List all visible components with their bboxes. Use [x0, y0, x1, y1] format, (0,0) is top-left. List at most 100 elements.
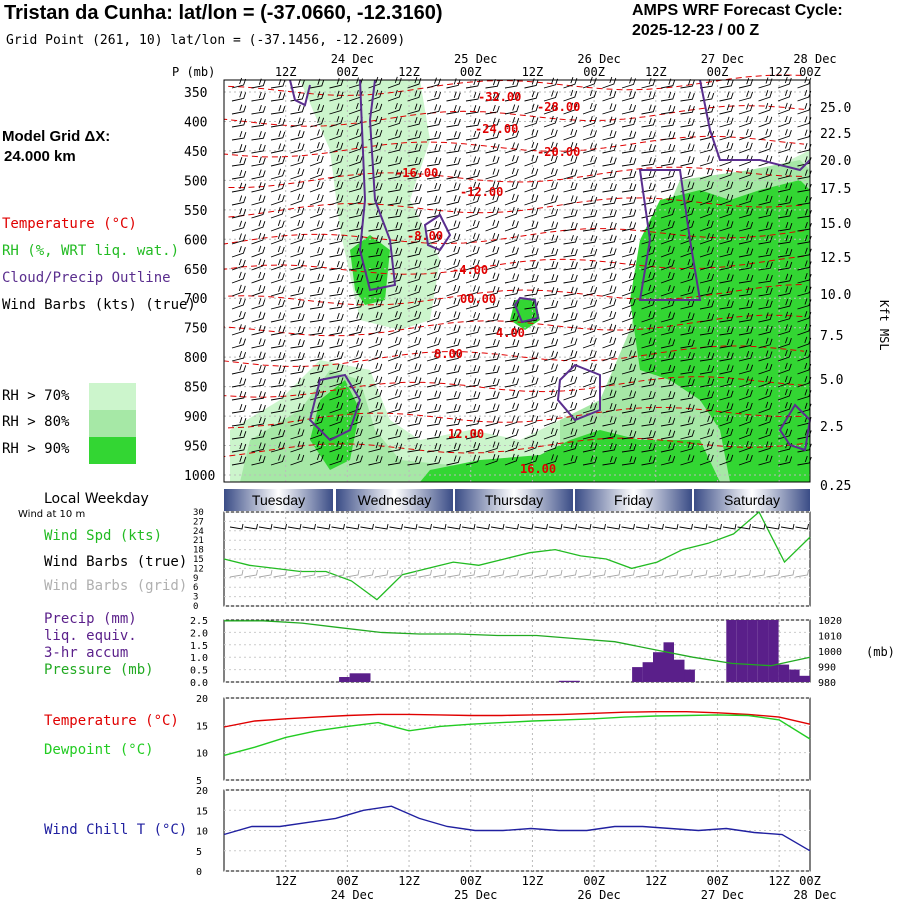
wind-barb: [563, 312, 578, 323]
wind-barb: [543, 312, 559, 323]
cloud-outline-6: [513, 296, 540, 324]
temperature-label: 00.00: [460, 292, 496, 306]
wind-barb: [368, 402, 383, 414]
wind-barb: [329, 325, 344, 336]
wind-barb: [407, 221, 422, 232]
wind-barb: [348, 168, 363, 180]
wind-barb: [348, 274, 364, 284]
wind-barb: [641, 220, 656, 232]
wind-barb: [309, 299, 325, 310]
wind-barb: [426, 310, 441, 323]
wind-barb: [738, 273, 754, 284]
wind-barb: [251, 131, 266, 141]
wind-barb: [387, 234, 403, 245]
wind-barb: [621, 284, 636, 297]
weekday-label: Local Weekday: [44, 491, 149, 507]
wind-barb: [777, 337, 792, 349]
wind-barb: [504, 233, 519, 245]
wind-barb: [543, 234, 559, 245]
temperature-label: -16.00: [395, 166, 438, 180]
wind-barb: [758, 247, 773, 258]
wind-barb-grid: [722, 569, 737, 578]
wind-barb-true: [476, 523, 490, 530]
wind-barb: [251, 207, 266, 219]
wind-barb: [251, 194, 266, 206]
height-tick: 17.5: [820, 182, 851, 197]
wind-barb: [602, 389, 617, 401]
wind-barb: [329, 180, 344, 193]
wind-barb: [485, 104, 500, 115]
wind-barb: [426, 157, 442, 167]
wind-barb: [387, 273, 403, 284]
wind-barb: [387, 116, 402, 128]
temperature-label: 8.00: [434, 347, 463, 361]
wind-barb: [758, 141, 773, 154]
wind-barb: [543, 325, 559, 336]
wind-barb-true: [592, 523, 606, 530]
pressure-tick: 1020: [818, 616, 842, 627]
bottom-hour-label: 00Z: [337, 874, 359, 888]
wind-barb: [797, 182, 812, 193]
wind-barb: [290, 364, 305, 375]
wind-barb: [543, 168, 558, 180]
rh-region-7: [310, 380, 360, 470]
wind-barb: [407, 103, 422, 115]
wind-barb: [407, 116, 422, 128]
wind-barb: [231, 220, 247, 232]
wind-barb: [699, 415, 715, 427]
wind-barb: [231, 284, 246, 297]
wind-barb: [758, 221, 773, 232]
wind-barb: [446, 104, 461, 115]
wind-barb: [290, 168, 305, 180]
wind-barb: [270, 168, 286, 180]
wind-barb: [329, 78, 344, 89]
wind-barb: [407, 310, 422, 323]
bottom-hour-label: 00Z: [583, 874, 605, 888]
wind-barb: [309, 246, 325, 258]
wind-barb: [758, 128, 773, 141]
wind-barb: [465, 118, 481, 128]
wind-barb: [660, 104, 676, 115]
wind-barb: [407, 196, 422, 206]
wind-barb: [426, 324, 441, 336]
wind-barb: [426, 90, 442, 102]
wind-barb: [387, 323, 402, 336]
wind-barb: [231, 430, 247, 440]
wind-barb: [251, 118, 266, 128]
wind-barb: [290, 312, 305, 323]
wind-barb: [543, 103, 558, 115]
wind-barb: [582, 155, 598, 167]
legend-rh70-swatch: [89, 383, 136, 410]
wind-barb: [660, 285, 675, 297]
cloud-outline-3: [638, 169, 702, 301]
wind-barb: [777, 142, 792, 154]
wind-barb: [309, 91, 325, 102]
wind-barb: [602, 323, 617, 336]
wind-barb: [426, 455, 442, 466]
wind-barb: [504, 104, 520, 115]
pressure-line: [224, 620, 811, 667]
wind-barb: [738, 440, 753, 453]
precip-bar: [339, 677, 350, 682]
wind-barb: [231, 417, 247, 427]
wind-barb: [329, 141, 344, 154]
wind-barb: [641, 182, 656, 193]
wind-barb: [251, 404, 266, 414]
wind-barb: [485, 416, 500, 427]
wind-barb: [231, 144, 247, 154]
wind-barb: [524, 233, 539, 245]
wind-barb: [719, 193, 734, 206]
wind-barb: [777, 349, 792, 362]
wind-barb: [251, 364, 266, 375]
wind-barb: [602, 310, 617, 323]
precip-tick: 1.0: [190, 653, 208, 664]
wind-barb: [777, 182, 793, 193]
wind-barb: [485, 338, 500, 349]
height-tick: 25.0: [820, 101, 851, 116]
wind-barb: [329, 128, 344, 141]
wind-barb: [582, 428, 598, 440]
wind-barb: [563, 181, 578, 193]
wind-barb: [504, 246, 519, 258]
wind-barb: [797, 169, 812, 180]
